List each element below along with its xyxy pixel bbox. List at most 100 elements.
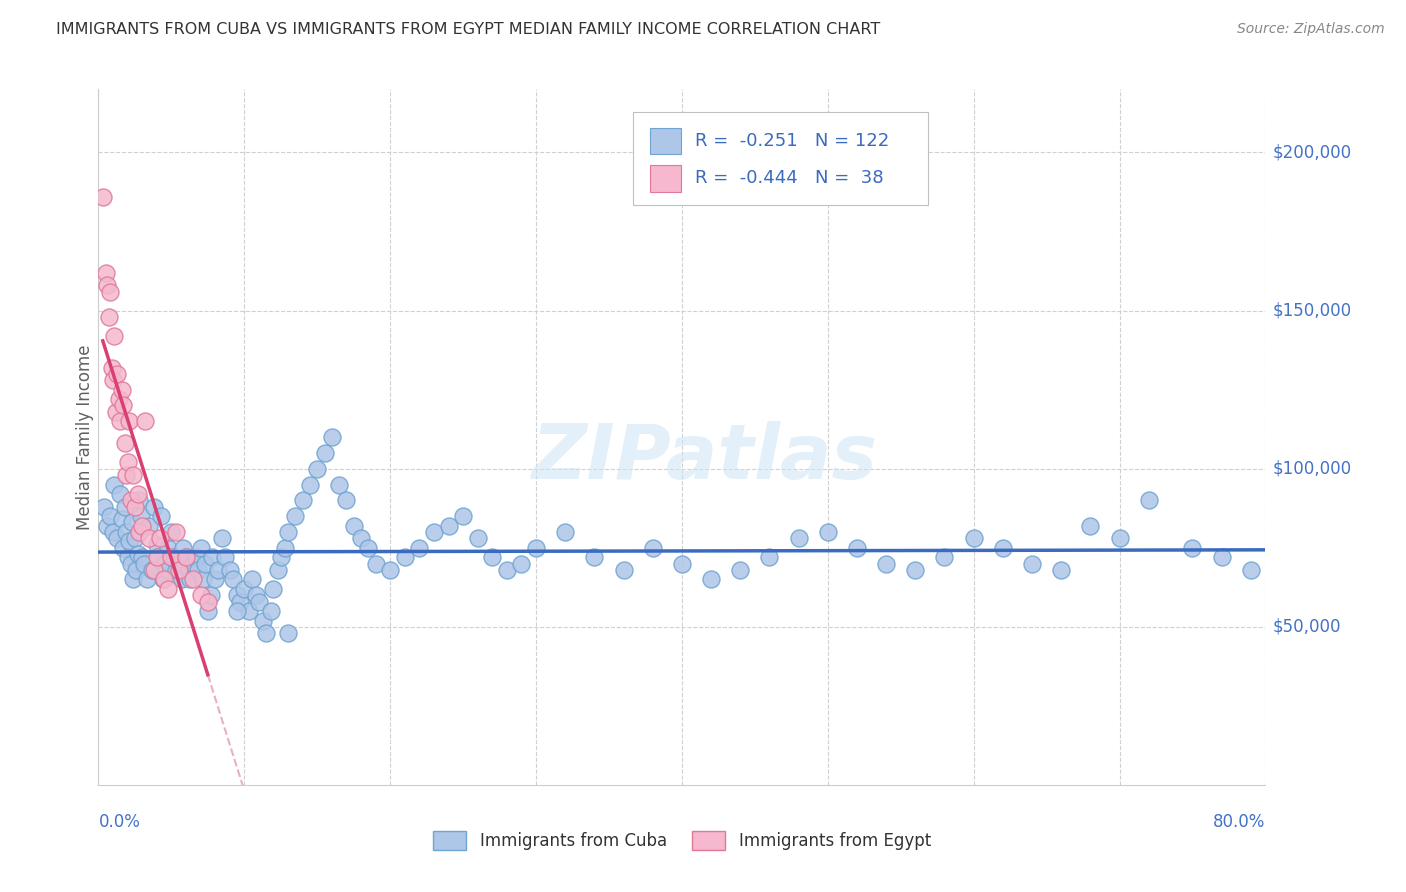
Point [135, 573, 157, 587]
Point [758, 550, 780, 565]
Point [270, 550, 292, 565]
Point [197, 594, 219, 608]
Point [467, 531, 489, 545]
Point [1050, 563, 1073, 577]
Point [394, 550, 416, 565]
Legend: Immigrants from Cuba, Immigrants from Egypt: Immigrants from Cuba, Immigrants from Eg… [426, 824, 938, 856]
Point [110, 414, 132, 428]
Point [1080, 518, 1102, 533]
Point [207, 563, 229, 577]
Point [118, 534, 141, 549]
Point [157, 582, 180, 596]
Point [96, 278, 118, 293]
Point [181, 557, 204, 571]
Point [93, 500, 115, 514]
Point [1181, 541, 1204, 555]
Point [114, 500, 136, 514]
Point [787, 531, 810, 545]
Point [122, 573, 145, 587]
Point [357, 541, 380, 555]
Point [149, 531, 172, 545]
Point [117, 550, 139, 565]
Point [328, 477, 350, 491]
Point [335, 493, 357, 508]
Point [267, 563, 290, 577]
Point [127, 487, 149, 501]
Point [1108, 531, 1130, 545]
Point [211, 531, 233, 545]
Point [378, 563, 402, 577]
Y-axis label: Median Family Income: Median Family Income [76, 344, 94, 530]
Point [437, 518, 460, 533]
Text: $200,000: $200,000 [1272, 144, 1351, 161]
Point [451, 509, 474, 524]
Point [131, 518, 153, 533]
Point [190, 541, 212, 555]
Point [125, 563, 148, 577]
Point [298, 477, 321, 491]
Point [1211, 550, 1233, 565]
Point [100, 360, 122, 375]
Point [408, 541, 430, 555]
Point [201, 550, 224, 565]
Point [160, 524, 183, 539]
Point [148, 550, 170, 565]
Point [118, 414, 141, 428]
Point [262, 582, 284, 596]
Point [160, 550, 183, 565]
Point [146, 538, 169, 552]
Point [104, 405, 127, 419]
Point [1021, 557, 1043, 571]
Point [962, 531, 984, 545]
Point [108, 392, 131, 406]
Point [170, 573, 193, 587]
Point [146, 550, 169, 565]
Point [111, 383, 134, 397]
Point [179, 573, 201, 587]
Point [700, 573, 723, 587]
Point [186, 550, 208, 565]
Point [115, 524, 138, 539]
Point [510, 557, 533, 571]
Point [259, 604, 281, 618]
Point [101, 524, 124, 539]
Point [120, 557, 142, 571]
Point [245, 588, 267, 602]
Point [307, 461, 329, 475]
Point [904, 563, 927, 577]
Point [187, 563, 209, 577]
Point [98, 285, 121, 299]
Point [94, 266, 117, 280]
Point [122, 468, 145, 483]
Point [277, 524, 299, 539]
Point [364, 557, 387, 571]
Point [321, 430, 343, 444]
Point [728, 563, 751, 577]
Point [495, 563, 517, 577]
Text: R =  -0.444   N =  38: R = -0.444 N = 38 [695, 169, 883, 187]
Point [174, 550, 197, 565]
Point [554, 524, 576, 539]
Point [157, 541, 180, 555]
Point [134, 414, 156, 428]
Point [1137, 493, 1160, 508]
Point [226, 588, 249, 602]
Point [1240, 563, 1263, 577]
Point [117, 455, 139, 469]
Point [177, 563, 200, 577]
Point [103, 329, 125, 343]
Point [174, 550, 197, 565]
Text: $50,000: $50,000 [1272, 618, 1341, 636]
Point [252, 614, 274, 628]
Point [190, 588, 212, 602]
Point [240, 573, 263, 587]
Point [343, 518, 366, 533]
Point [138, 531, 160, 545]
Point [167, 563, 190, 577]
Point [115, 468, 138, 483]
Point [153, 573, 176, 587]
Point [127, 547, 149, 561]
Point [141, 563, 163, 577]
Point [197, 604, 219, 618]
Text: $150,000: $150,000 [1272, 301, 1351, 319]
